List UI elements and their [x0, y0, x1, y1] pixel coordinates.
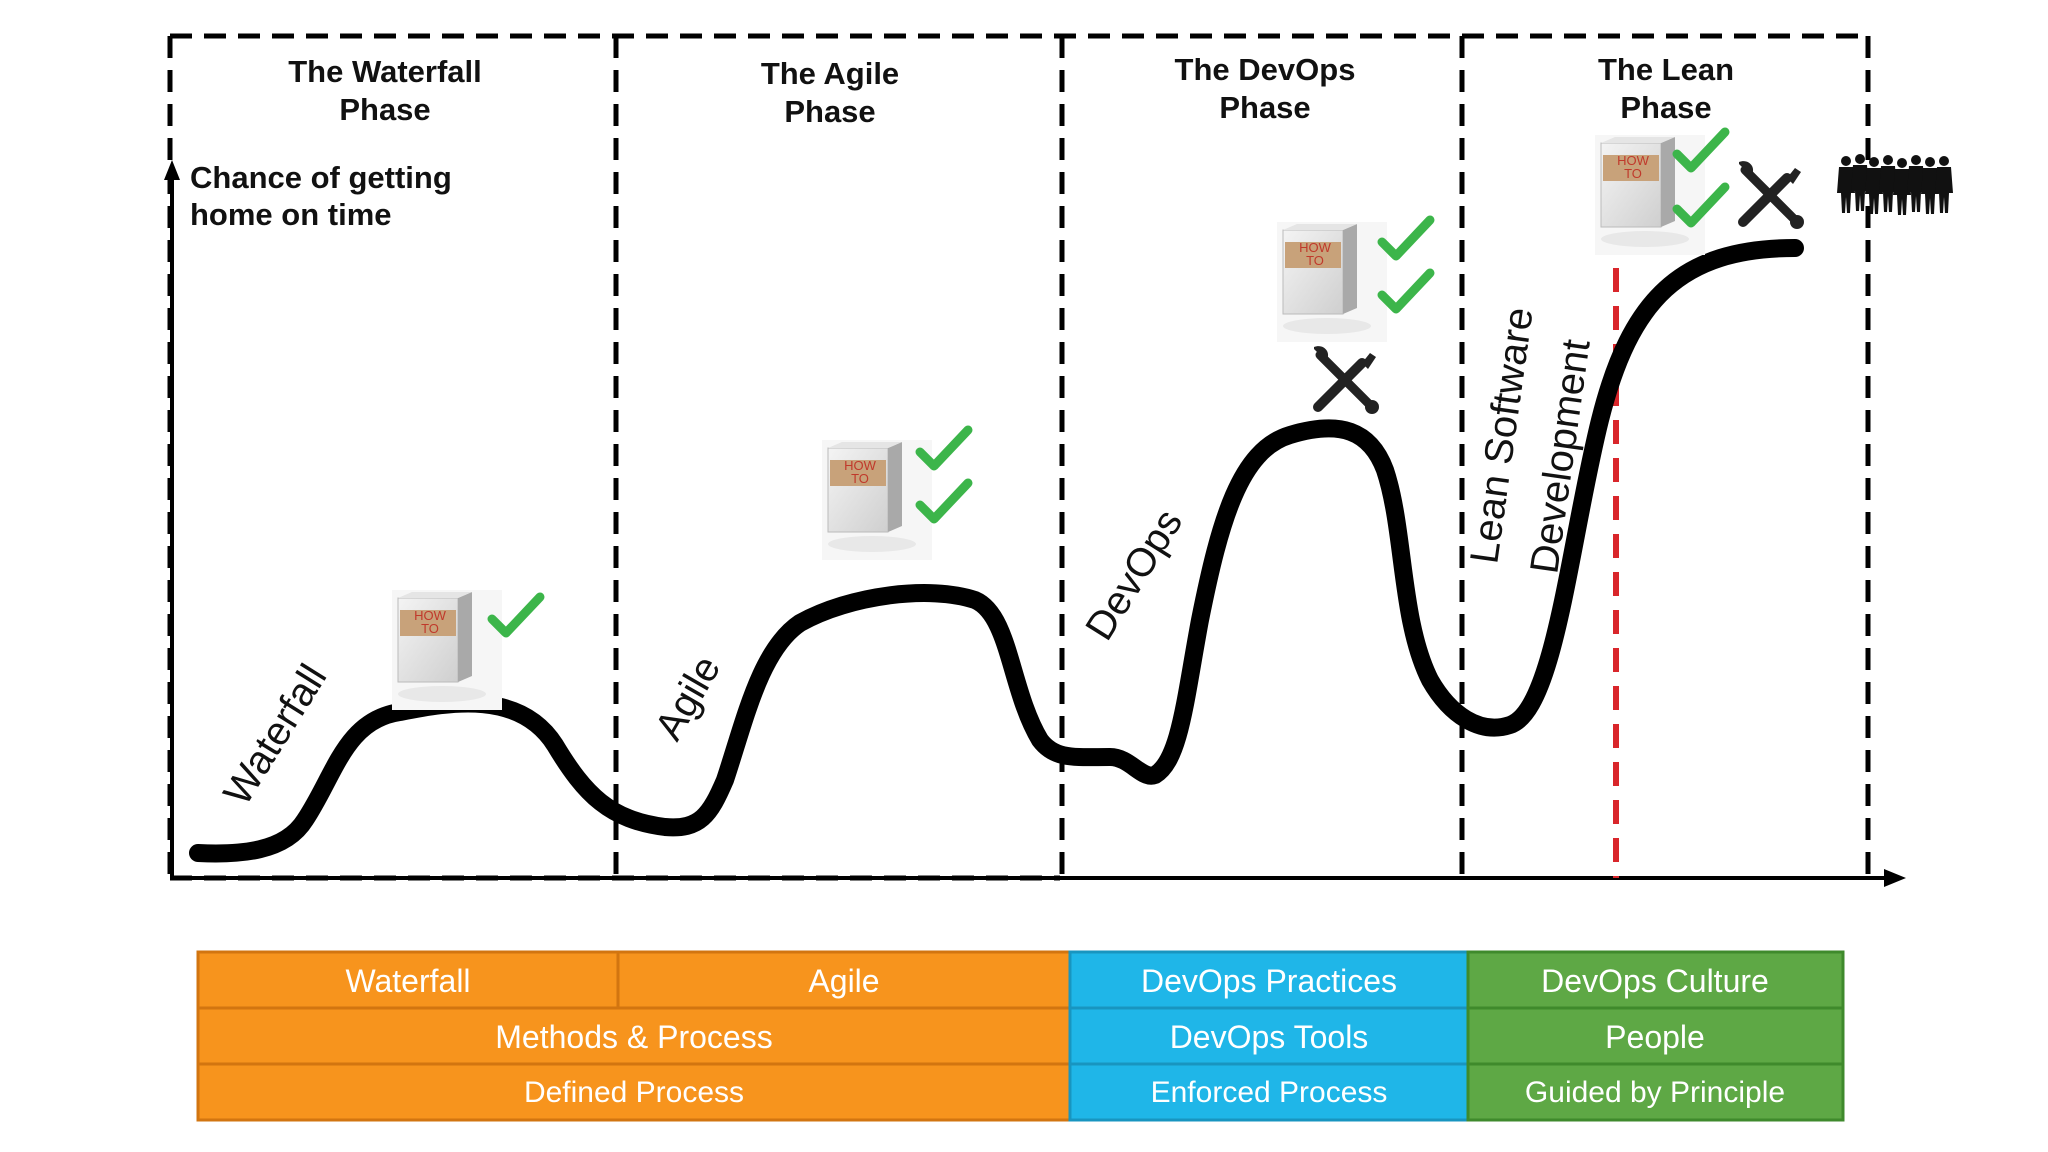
svg-text:HOW: HOW	[1299, 240, 1332, 255]
evolution-curve	[189, 239, 1804, 863]
svg-text:HOW: HOW	[844, 458, 877, 473]
svg-text:TO: TO	[421, 621, 439, 636]
phase-title-devops: The DevOps	[1175, 52, 1356, 87]
phase-subtitle-agile: Phase	[784, 94, 875, 129]
how-to-book-icon: HOW TO	[1276, 221, 1388, 343]
y-axis-label-line2: home on time	[190, 197, 392, 232]
curve-label-agile: Agile	[647, 648, 730, 747]
people-group-icon	[1837, 154, 1953, 215]
table-text-devops-practices: DevOps Practices	[1141, 963, 1397, 999]
svg-text:TO: TO	[1624, 166, 1642, 181]
table-text-devops-tools: DevOps Tools	[1170, 1019, 1369, 1055]
table-text-defined-process: Defined Process	[524, 1076, 744, 1109]
how-to-book-icon: HOW TO	[391, 589, 503, 711]
table-cell-agile	[616, 950, 1072, 1010]
table-text-devops-culture: DevOps Culture	[1541, 963, 1769, 999]
phase-title-lean: The Lean	[1598, 52, 1734, 87]
curve-label-devops: DevOps	[1077, 502, 1191, 648]
how-to-book-icon: HOW TO	[1594, 134, 1706, 256]
svg-text:TO: TO	[851, 471, 869, 486]
wrench-screwdriver-icon	[1739, 161, 1804, 229]
green-checkmark-icon	[1382, 220, 1430, 256]
table-cell-waterfall	[196, 950, 620, 1010]
table-text-guided-principle: Guided by Principle	[1525, 1076, 1785, 1109]
table-cell-people	[1466, 1006, 1845, 1066]
table-cell-devops-tools	[1068, 1006, 1470, 1066]
table-text-people: People	[1605, 1019, 1705, 1055]
wrench-screwdriver-icon	[1314, 346, 1379, 414]
y-axis-label-line1: Chance of getting	[190, 160, 452, 195]
green-checkmark-icon	[1382, 273, 1430, 309]
phase-subtitle-lean: Phase	[1620, 90, 1711, 125]
svg-text:TO: TO	[1306, 253, 1324, 268]
x-axis-arrow-icon	[1884, 869, 1906, 887]
table-text-waterfall: Waterfall	[345, 963, 470, 999]
how-to-book-icon: HOW TO	[821, 439, 933, 561]
table-cell-enforced-process	[1068, 1062, 1470, 1122]
phase-subtitle-devops: Phase	[1219, 90, 1310, 125]
phase-title-agile: The Agile	[761, 56, 899, 91]
table-cell-guided-principle	[1466, 1062, 1845, 1122]
phase-titles: The Waterfall Phase The Agile Phase The …	[288, 52, 1734, 129]
svg-text:HOW: HOW	[414, 608, 447, 623]
table-text-methods-process: Methods & Process	[495, 1019, 772, 1055]
table-text-agile: Agile	[808, 963, 879, 999]
table-text-enforced-process: Enforced Process	[1151, 1076, 1388, 1109]
table-cell-devops-culture	[1466, 950, 1845, 1010]
phase-title-waterfall: The Waterfall	[288, 54, 482, 89]
phase-subtitle-waterfall: Phase	[339, 92, 430, 127]
axes	[164, 160, 1906, 887]
phase-table: Waterfall Agile DevOps Practices DevOps …	[196, 950, 1845, 1122]
table-cell-defined-process	[196, 1062, 1072, 1122]
svg-text:HOW: HOW	[1617, 153, 1650, 168]
